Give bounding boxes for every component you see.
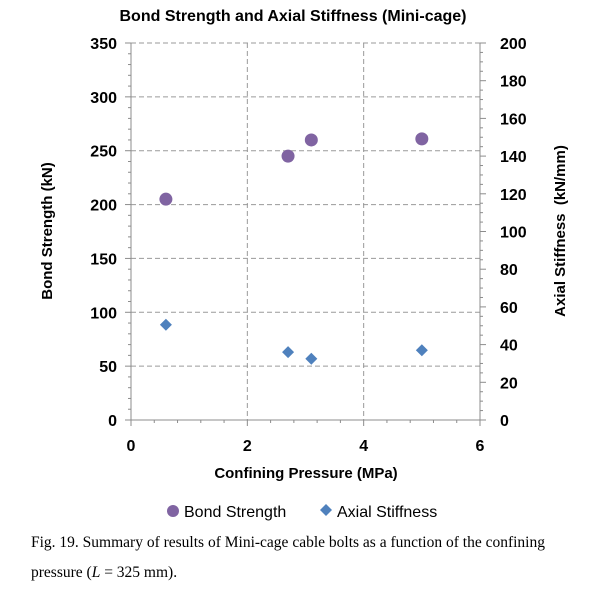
y-left-tick-label: 200: [90, 198, 117, 215]
point-axial-stiffness: [159, 318, 172, 331]
axes: [125, 42, 486, 426]
y-left-tick-label: 300: [90, 90, 117, 107]
figure-caption: Fig. 19. Summary of results of Mini-cage…: [31, 528, 611, 588]
y-left-tick-label: 0: [108, 413, 117, 430]
y-left-tick-label: 150: [90, 251, 117, 268]
legend-marker-bond-strength: [167, 505, 179, 517]
point-bond-strength: [281, 149, 295, 163]
y-axis-left-title: Bond Strength (kN): [39, 162, 56, 299]
point-bond-strength: [159, 192, 173, 206]
legend-marker-axial-stiffness: [320, 504, 332, 516]
y-right-tick-label: 80: [500, 262, 518, 279]
x-tick-label: 0: [127, 438, 136, 455]
y-right-tick-label: 180: [500, 74, 527, 91]
x-tick-label: 2: [243, 438, 252, 455]
y-right-tick-label: 20: [500, 375, 518, 392]
y-right-tick-label: 140: [500, 149, 527, 166]
point-axial-stiffness: [415, 344, 428, 357]
chart: Bond Strength and Axial Stiffness (Mini-…: [39, 8, 569, 521]
left-tick-labels: 0 50 100 150 200 250 300 350: [90, 36, 117, 430]
point-bond-strength: [415, 132, 429, 146]
legend: Bond Strength Axial Stiffness: [167, 504, 437, 521]
y-right-tick-label: 160: [500, 111, 527, 128]
x-axis-title: Confining Pressure (MPa): [214, 465, 397, 482]
legend-label-axial-stiffness: Axial Stiffness: [337, 504, 437, 521]
y-right-tick-label: 200: [500, 36, 527, 53]
y-left-tick-label: 100: [90, 305, 117, 322]
grid: [131, 42, 481, 420]
right-tick-labels: 0 20 40 60 80 100 120 140 160 180 200: [500, 36, 527, 430]
point-axial-stiffness: [305, 352, 318, 365]
data-marks: [159, 132, 429, 365]
x-tick-labels: 0 2 4 6: [127, 438, 485, 455]
y-right-tick-label: 100: [500, 225, 527, 242]
y-axis-right-title: Axial Stiffness (kN/mm): [552, 145, 569, 317]
y-left-tick-label: 50: [99, 359, 117, 376]
caption-variable-l: L: [91, 564, 101, 581]
caption-line-2: pressure (L = 325 mm).: [31, 558, 611, 588]
caption-line-2-suffix: = 325 mm).: [100, 564, 178, 581]
caption-line-1: Fig. 19. Summary of results of Mini-cage…: [31, 534, 545, 551]
y-right-tick-label: 0: [500, 413, 509, 430]
y-right-tick-label: 60: [500, 300, 518, 317]
y-left-tick-label: 250: [90, 144, 117, 161]
x-tick-label: 6: [476, 438, 485, 455]
y-left-tick-label: 350: [90, 36, 117, 53]
point-bond-strength: [304, 133, 318, 147]
caption-line-2-prefix: pressure (: [31, 564, 92, 581]
x-tick-label: 4: [359, 438, 368, 455]
y-right-tick-label: 120: [500, 187, 527, 204]
point-axial-stiffness: [282, 346, 295, 359]
chart-title: Bond Strength and Axial Stiffness (Mini-…: [120, 8, 467, 25]
legend-label-bond-strength: Bond Strength: [184, 504, 286, 521]
y-right-tick-label: 40: [500, 338, 518, 355]
